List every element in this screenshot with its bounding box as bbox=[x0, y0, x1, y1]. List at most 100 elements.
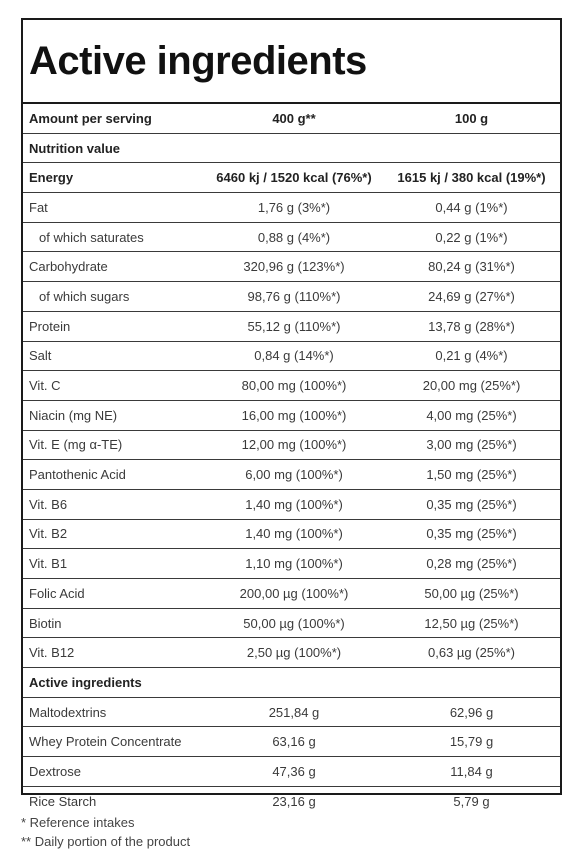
row-value-100g: 11,84 g bbox=[383, 756, 560, 787]
row-value-100g: 4,00 mg (25%*) bbox=[383, 400, 560, 431]
table-row: Folic Acid 200,00 µg (100%*) 50,00 µg (25%… bbox=[23, 578, 560, 609]
row-value-100g: 62,96 g bbox=[383, 697, 560, 728]
row-value-100g: 5,79 g bbox=[453, 793, 490, 809]
row-value-serving: 55,12 g (110%*) bbox=[205, 311, 383, 342]
row-value-serving: 12,00 mg (100%*) bbox=[205, 430, 383, 461]
footnotes: * Reference intakes ** Daily portion of … bbox=[21, 813, 190, 851]
row-value-100g: 100 g bbox=[383, 104, 560, 134]
row-label: Maltodextrins bbox=[23, 697, 205, 728]
table-row: Nutrition value bbox=[23, 133, 560, 164]
row-value-100g: 1615 kj / 380 kcal (19%*) bbox=[383, 162, 560, 194]
table-row: Salt 0,84 g (14%*) 0,21 g (4%*) bbox=[23, 341, 560, 372]
row-value-serving: 0,88 g (4%*) bbox=[205, 222, 383, 253]
table-row: Vit. C 80,00 mg (100%*) 20,00 mg (25%*) bbox=[23, 370, 560, 401]
row-value-100g bbox=[383, 133, 560, 164]
row-value-serving: 200,00 µg (100%*) bbox=[205, 578, 383, 609]
panel-title: Active ingredients bbox=[23, 20, 560, 104]
row-value-100g: 15,79 g bbox=[383, 726, 560, 758]
table-row: Maltodextrins 251,84 g 62,96 g bbox=[23, 697, 560, 728]
row-value-serving: 400 g** bbox=[205, 104, 383, 134]
row-label: Vit. E (mg α-TE) bbox=[23, 430, 205, 461]
nutrition-table: Amount per serving 400 g** 100 g Nutrition … bbox=[23, 104, 560, 816]
row-label: Carbohydrate bbox=[23, 251, 205, 283]
table-row: Whey Protein Concentrate 63,16 g 15,79 g bbox=[23, 726, 560, 758]
table-row: Vit. B2 1,40 mg (100%*) 0,35 mg (25%*) bbox=[23, 519, 560, 550]
row-value-serving: 2,50 µg (100%*) bbox=[205, 637, 383, 669]
table-row: Niacin (mg NE) 16,00 mg (100%*) 4,00 mg (2… bbox=[23, 400, 560, 431]
row-value-serving bbox=[205, 667, 383, 698]
table-row: Active ingredients bbox=[23, 667, 560, 698]
table-row: of which saturates 0,88 g (4%*) 0,22 g (1%… bbox=[23, 222, 560, 253]
row-label: Pantothenic Acid bbox=[23, 459, 205, 490]
table-row: Dextrose 47,36 g 11,84 g bbox=[23, 756, 560, 787]
row-label: Niacin (mg NE) bbox=[23, 400, 205, 431]
row-value-100g: 12,50 µg (25%*) bbox=[383, 608, 560, 639]
row-value-100g: 50,00 µg (25%*) bbox=[383, 578, 560, 609]
row-value-serving: 80,00 mg (100%*) bbox=[205, 370, 383, 401]
row-value-serving: 1,40 mg (100%*) bbox=[205, 519, 383, 550]
row-label: Vit. B1 bbox=[23, 548, 205, 579]
table-row: Vit. B1 1,10 mg (100%*) 0,28 mg (25%*) bbox=[23, 548, 560, 579]
row-value-serving: 6,00 mg (100%*) bbox=[205, 459, 383, 490]
row-value-100g: 0,35 mg (25%*) bbox=[383, 489, 560, 520]
table-row: Biotin 50,00 µg (100%*) 12,50 µg (25%*) bbox=[23, 608, 560, 639]
row-label: Nutrition value bbox=[23, 133, 205, 164]
row-label: Salt bbox=[23, 341, 205, 372]
row-label: Protein bbox=[23, 311, 205, 342]
nutrition-panel: Active ingredients Amount per serving 400… bbox=[21, 18, 562, 809]
row-value-100g: 0,21 g (4%*) bbox=[383, 341, 560, 372]
footnote-daily-portion: ** Daily portion of the product bbox=[21, 834, 191, 849]
row-value-serving: 6460 kj / 1520 kcal (76%*) bbox=[205, 162, 383, 194]
row-value-serving: 320,96 g (123%*) bbox=[205, 251, 383, 283]
table-row: Energy 6460 kj / 1520 kcal (76%*) 1615 kj … bbox=[23, 162, 560, 194]
row-label: Fat bbox=[23, 192, 205, 223]
table-row: Pantothenic Acid 6,00 mg (100%*) 1,50 mg (… bbox=[23, 459, 560, 490]
table-row: Rice Starch 23,16 g 5,79 g bbox=[23, 786, 560, 815]
row-label: Active ingredients bbox=[23, 667, 205, 698]
row-value-serving: 251,84 g bbox=[205, 697, 383, 728]
row-value-serving: 98,76 g (110%*) bbox=[205, 281, 383, 312]
table-row: Protein 55,12 g (110%*) 13,78 g (28%*) bbox=[23, 311, 560, 342]
row-label: Vit. B2 bbox=[23, 519, 205, 550]
row-value-100g: 13,78 g (28%*) bbox=[383, 311, 560, 342]
row-label: Amount per serving bbox=[23, 104, 205, 134]
row-value-100g: 1,50 mg (25%*) bbox=[383, 459, 560, 490]
row-label: Energy bbox=[23, 162, 205, 194]
row-value-100g: 20,00 mg (25%*) bbox=[383, 370, 560, 401]
row-label: Dextrose bbox=[23, 756, 205, 787]
row-label: Vit. B12 bbox=[23, 637, 205, 669]
row-value-100g: 0,63 µg (25%*) bbox=[383, 637, 560, 669]
row-label: of which saturates bbox=[23, 222, 205, 253]
table-row: of which sugars 98,76 g (110%*) 24,69 g (2… bbox=[23, 281, 560, 312]
table-row: Carbohydrate 320,96 g (123%*) 80,24 g (31%… bbox=[23, 251, 560, 283]
row-label: Folic Acid bbox=[23, 578, 205, 609]
row-value-100g: 0,35 mg (25%*) bbox=[383, 519, 560, 550]
row-label: Vit. B6 bbox=[23, 489, 205, 520]
row-value-100g bbox=[383, 667, 560, 698]
footnote-reference-intakes: * Reference intakes bbox=[21, 815, 135, 830]
row-label: Rice Starch bbox=[29, 793, 97, 809]
row-value-serving: 1,40 mg (100%*) bbox=[205, 489, 383, 520]
row-value-serving: 23,16 g bbox=[272, 793, 316, 809]
row-value-100g: 80,24 g (31%*) bbox=[383, 251, 560, 283]
row-value-100g: 0,22 g (1%*) bbox=[383, 222, 560, 253]
row-label: Vit. C bbox=[23, 370, 205, 401]
table-row: Vit. E (mg α-TE) 12,00 mg (100%*) 3,00 mg … bbox=[23, 430, 560, 461]
row-value-100g: 0,28 mg (25%*) bbox=[383, 548, 560, 579]
row-value-100g: 24,69 g (27%*) bbox=[383, 281, 560, 312]
row-value-serving: 63,16 g bbox=[205, 726, 383, 758]
table-row: Fat 1,76 g (3%*) 0,44 g (1%*) bbox=[23, 192, 560, 223]
row-label: Whey Protein Concentrate bbox=[23, 726, 205, 758]
row-value-serving: 1,10 mg (100%*) bbox=[205, 548, 383, 579]
row-value-serving: 47,36 g bbox=[205, 756, 383, 787]
table-row: Vit. B12 2,50 µg (100%*) 0,63 µg (25%*) bbox=[23, 637, 560, 669]
row-label: of which sugars bbox=[23, 281, 205, 312]
row-value-serving: 50,00 µg (100%*) bbox=[205, 608, 383, 639]
row-value-100g: 0,44 g (1%*) bbox=[383, 192, 560, 223]
row-value-100g: 3,00 mg (25%*) bbox=[383, 430, 560, 461]
row-value-serving: 0,84 g (14%*) bbox=[205, 341, 383, 372]
row-label: Biotin bbox=[23, 608, 205, 639]
row-value-serving: 1,76 g (3%*) bbox=[205, 192, 383, 223]
table-row: Amount per serving 400 g** 100 g bbox=[23, 104, 560, 134]
table-row: Vit. B6 1,40 mg (100%*) 0,35 mg (25%*) bbox=[23, 489, 560, 520]
